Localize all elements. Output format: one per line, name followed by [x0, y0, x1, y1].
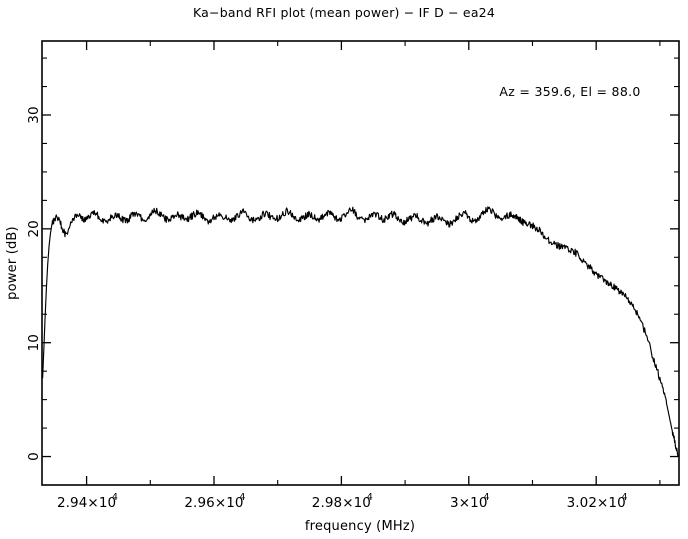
- chart-title: Ka−band RFI plot (mean power) − IF D − e…: [193, 5, 495, 20]
- x-axis-tick-labels: 2.94×104 2.96×104 2.98×104 3×104 3.02×104: [57, 492, 628, 511]
- y-axis-label: power (dB): [5, 226, 20, 300]
- x-tick-label-mantissa: 3.02×10: [567, 495, 626, 511]
- plot-frame: [41, 40, 680, 486]
- y-tick-label: 20: [26, 220, 42, 237]
- x-tick-label-exponent: 4: [622, 492, 628, 503]
- x-tick-label: 2.96×104: [184, 492, 245, 511]
- spectrum-trace: [42, 206, 679, 457]
- x-tick-label: 2.94×104: [57, 492, 118, 511]
- x-tick-label-exponent: 4: [483, 492, 489, 503]
- y-tick-label: 10: [26, 334, 42, 351]
- y-tick-label: 0: [26, 452, 42, 461]
- x-tick-label-mantissa: 2.94×10: [57, 495, 116, 511]
- annotations: Az = 359.6, El = 88.0: [499, 84, 640, 99]
- y-tick-label: 30: [26, 106, 42, 123]
- x-tick-label-exponent: 4: [239, 492, 245, 503]
- x-tick-label-mantissa: 3×10: [450, 495, 487, 511]
- x-tick-label: 3×104: [450, 492, 489, 511]
- x-tick-label-exponent: 4: [112, 492, 118, 503]
- x-tick-label-exponent: 4: [367, 492, 373, 503]
- data-traces: [42, 206, 679, 457]
- x-axis-ticks: [85, 41, 661, 485]
- y-axis-tick-labels: 0 10 20 30: [26, 106, 42, 461]
- x-axis-label: frequency (MHz): [305, 519, 415, 534]
- y-axis-ticks: [42, 57, 679, 458]
- x-tick-label: 2.98×104: [312, 492, 373, 511]
- x-tick-label-mantissa: 2.98×10: [312, 495, 371, 511]
- pointing-annotation: Az = 359.6, El = 88.0: [499, 84, 640, 99]
- x-tick-label: 3.02×104: [567, 492, 628, 511]
- plot-box-border: [41, 40, 680, 486]
- x-tick-label-mantissa: 2.96×10: [184, 495, 243, 511]
